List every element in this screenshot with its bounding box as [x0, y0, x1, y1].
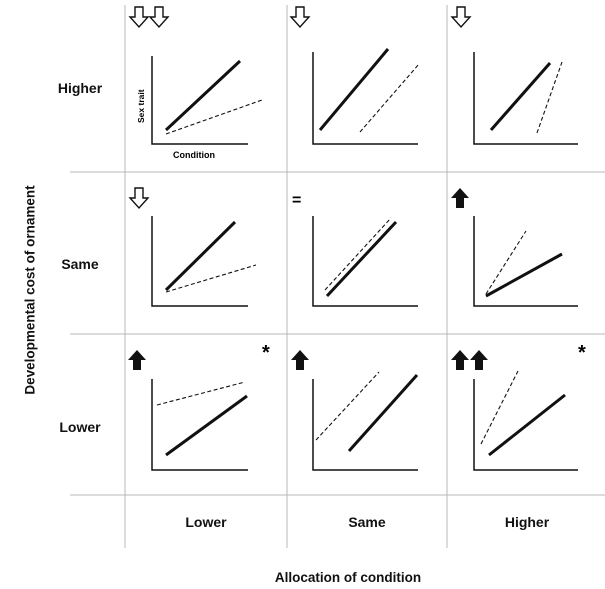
y-axis-label: Sex trait: [136, 89, 146, 123]
open-down-arrow-icon: [129, 187, 149, 209]
panel-axes: [151, 379, 248, 471]
column-label-lower: Lower: [185, 514, 227, 530]
equals-symbol: =: [292, 192, 301, 209]
dashed-line: [480, 370, 519, 445]
x-axis-title: Allocation of condition: [274, 570, 422, 585]
dashed-line: [359, 63, 420, 133]
row-label-same: Same: [61, 256, 99, 272]
filled-up-arrow-icon: [470, 350, 488, 370]
row-label-higher: Higher: [57, 80, 103, 96]
asterisk-symbol: *: [262, 342, 270, 364]
dashed-line: [485, 230, 527, 295]
x-axis-label: Condition: [173, 150, 215, 160]
panel-higher-same: [290, 6, 420, 145]
panel-axes: [473, 216, 578, 307]
panel-lower-lower: *: [128, 342, 270, 471]
filled-up-arrow-icon: [451, 350, 469, 370]
panel-lower-same: [291, 350, 419, 471]
dashed-line: [165, 264, 257, 293]
panel-lower-higher: *: [451, 342, 586, 471]
open-down-arrow-icon: [129, 6, 149, 28]
filled-up-arrow-icon: [451, 188, 469, 208]
panel-axes: [473, 52, 578, 145]
solid-line: [488, 393, 566, 457]
panel-same-higher: [451, 188, 578, 307]
panel-axes: [151, 56, 248, 145]
open-down-arrow-icon: [149, 6, 169, 28]
solid-line: [318, 48, 390, 131]
dashed-line: [156, 381, 246, 406]
solid-line: [489, 62, 552, 131]
filled-up-arrow-icon: [128, 350, 146, 370]
solid-line: [164, 59, 242, 132]
column-label-same: Same: [348, 514, 386, 530]
column-label-higher: Higher: [504, 514, 550, 530]
panel-axes: [312, 379, 418, 471]
open-down-arrow-icon: [290, 6, 310, 28]
row-label-lower: Lower: [59, 419, 101, 435]
solid-line: [347, 373, 419, 453]
panel-axes: [312, 216, 418, 307]
solid-line: [325, 220, 398, 298]
panel-same-lower: [129, 187, 257, 307]
panel-higher-lower: Sex trait Condition: [129, 6, 263, 160]
filled-up-arrow-icon: [291, 350, 309, 370]
solid-line: [165, 394, 248, 457]
grid: [70, 5, 605, 548]
panel-axes: [151, 216, 248, 307]
dashed-line: [165, 99, 263, 135]
y-axis-title: Developmental cost of ornament: [22, 185, 38, 395]
asterisk-symbol: *: [578, 342, 586, 364]
solid-line: [485, 252, 563, 298]
solid-line: [164, 220, 237, 292]
dashed-line: [315, 371, 380, 441]
panel-higher-higher: [451, 6, 578, 145]
panel-axes: [312, 52, 418, 145]
panel-same-same: =: [292, 192, 418, 307]
panel-axes: [473, 379, 578, 471]
open-down-arrow-icon: [451, 6, 471, 28]
dashed-line: [324, 217, 392, 291]
